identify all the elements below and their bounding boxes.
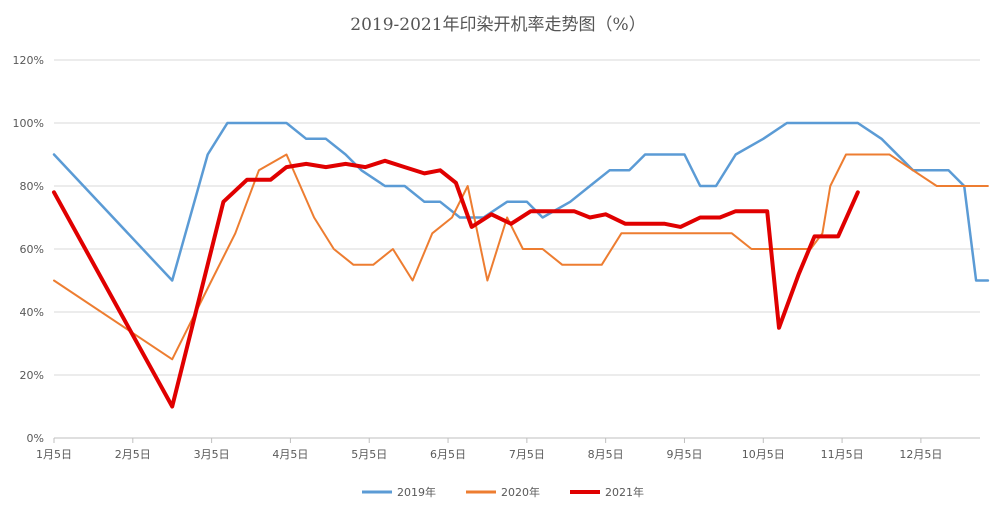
x-tick-label: 3月5日	[194, 448, 230, 461]
legend-label: 2020年	[501, 485, 540, 499]
y-tick-label: 40%	[20, 306, 44, 319]
legend: 2019年 2020年 2021年	[362, 485, 644, 499]
y-tick-label: 0%	[27, 432, 44, 445]
series-lines	[52, 121, 990, 409]
x-tick-label: 9月5日	[666, 448, 702, 461]
x-tick-label: 6月5日	[430, 448, 466, 461]
legend-label: 2019年	[397, 485, 436, 499]
y-tick-label: 80%	[20, 180, 44, 193]
series-line-3	[52, 158, 860, 409]
x-tick-label: 1月5日	[36, 448, 72, 461]
y-tick-label: 100%	[13, 117, 44, 130]
series-line-2	[53, 153, 989, 361]
y-tick-label: 20%	[20, 369, 44, 382]
x-axis-ticks: 1月5日 2月5日 3月5日 4月5日 5月5日 6月5日 7月5日 8月5日 9月5日 10月5…	[36, 438, 942, 461]
x-tick-label: 10月5日	[742, 448, 785, 461]
gridlines	[54, 59, 980, 439]
x-tick-label: 2月5日	[115, 448, 151, 461]
x-tick-label: 5月5日	[351, 448, 387, 461]
y-axis-ticks: 0% 20% 40% 60% 80% 100% 120%	[13, 54, 44, 445]
x-tick-label: 7月5日	[509, 448, 545, 461]
y-tick-label: 120%	[13, 54, 44, 67]
y-tick-label: 60%	[20, 243, 44, 256]
chart-title: 2019-2021年印染开机率走势图（%）	[350, 15, 645, 35]
x-tick-label: 8月5日	[588, 448, 624, 461]
x-tick-label: 4月5日	[272, 448, 308, 461]
x-tick-label: 11月5日	[821, 448, 864, 461]
x-tick-label: 12月5日	[899, 448, 942, 461]
legend-label: 2021年	[605, 485, 644, 499]
series-line-1	[52, 121, 990, 282]
